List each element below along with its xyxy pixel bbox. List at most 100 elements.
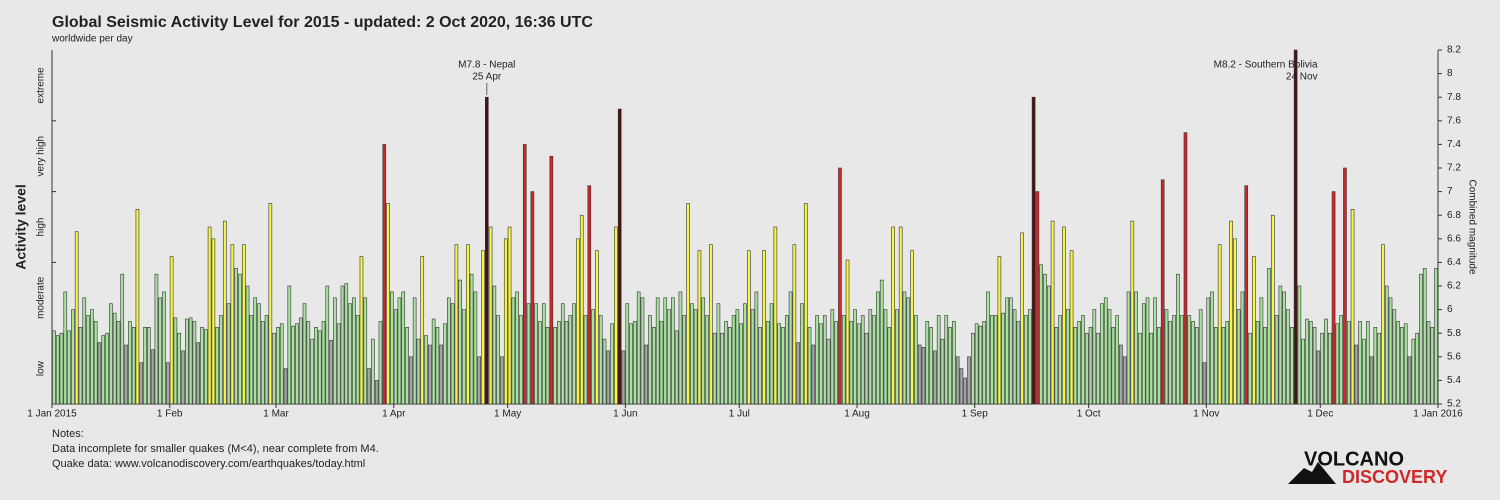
bar [803,203,808,405]
bar [674,330,679,405]
bar [82,297,87,405]
bar [1267,267,1271,405]
bar [511,297,516,405]
bar [621,350,626,405]
bar [568,315,573,405]
bar [1119,344,1123,405]
bar [481,250,485,405]
bar [1312,326,1317,405]
bar [845,259,850,405]
level-label: extreme [36,67,47,104]
bar [576,238,580,405]
bar [1422,267,1427,405]
y-tick-label: 6.8 [1447,210,1461,221]
bar [1252,256,1256,405]
bar [629,323,633,405]
bar [1065,309,1070,405]
bar [211,238,216,405]
bar [826,338,831,405]
bar [1046,285,1051,405]
bar [712,332,717,405]
bar [1039,264,1043,405]
bar [754,291,759,405]
bar [382,144,387,405]
bar [428,344,432,405]
x-tick-label: 1 Apr [382,409,406,420]
bar [515,291,519,405]
bar [762,250,766,405]
bar [454,244,459,405]
bar [166,362,170,405]
bar [420,256,425,405]
bar [758,326,762,405]
bar [728,326,732,405]
bar [693,309,698,405]
bar [215,326,219,405]
x-tick-label: 1 Jan 2016 [1413,409,1463,420]
bar [1339,315,1343,405]
bar [701,297,706,405]
bar [416,338,421,405]
bar [371,338,375,405]
y-axis-title: Activity level [13,184,29,270]
bar [1005,297,1009,405]
bar [990,315,994,405]
bar [1054,326,1059,405]
bar [1278,285,1283,405]
bar [1020,232,1024,405]
bar [1195,326,1199,405]
bar [185,318,189,405]
bar [579,214,584,405]
bar [864,332,869,405]
level-label: low [36,360,47,376]
bar [412,297,417,405]
bar [857,323,861,405]
bar [822,315,827,405]
bar [139,362,144,405]
bar [545,326,550,405]
bar [541,303,546,405]
bar [469,273,474,405]
bar [128,321,132,405]
bar [245,285,250,405]
bar [1400,326,1404,405]
bar [800,303,804,405]
bar [226,303,231,405]
bar [765,321,770,405]
bar [716,303,721,405]
bar [557,321,561,405]
note: Quake data: www.volcanodiscovery.com/ear… [52,458,365,470]
bar [484,96,489,405]
y-tick-label: 7.6 [1447,115,1461,126]
bar [967,356,971,405]
bar [1255,321,1260,405]
bar [1293,49,1298,405]
bar [914,315,918,405]
bar [363,297,368,405]
y-tick-label: 8 [1447,68,1453,79]
bar [1263,326,1268,405]
bar [788,291,793,405]
bar [462,309,466,405]
bar [405,326,409,405]
bar [1343,167,1347,405]
bar [598,315,603,405]
bar [63,291,68,405]
bar [1274,315,1279,405]
bar [116,321,121,405]
bar [1160,179,1165,405]
bar [310,338,314,405]
y-tick-label: 7 [1447,186,1453,197]
bar [1069,250,1074,405]
bar [314,326,318,405]
bar [367,368,371,405]
bar [90,309,94,405]
bar [1179,315,1184,405]
bar [1362,338,1366,405]
bar [1016,321,1021,405]
bar [830,309,835,405]
bar [1176,273,1180,405]
bar [655,297,660,405]
bar [522,144,527,405]
